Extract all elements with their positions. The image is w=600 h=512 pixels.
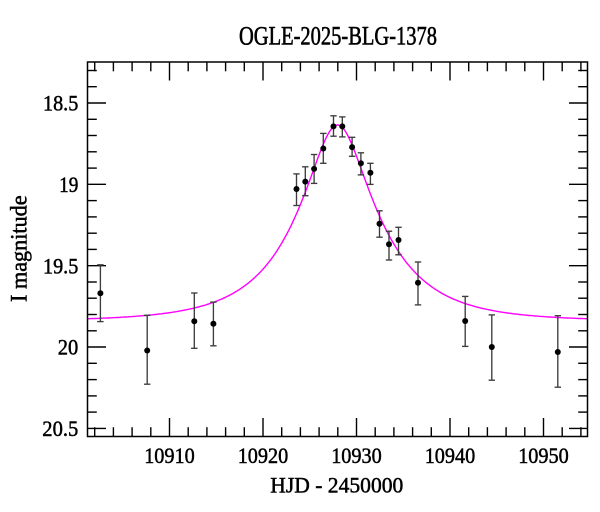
svg-text:19: 19 <box>59 172 78 197</box>
svg-text:10930: 10930 <box>331 443 382 468</box>
svg-text:10950: 10950 <box>518 443 569 468</box>
svg-text:OGLE-2025-BLG-1378: OGLE-2025-BLG-1378 <box>239 21 437 50</box>
svg-text:20: 20 <box>58 335 79 360</box>
svg-text:HJD - 2450000: HJD - 2450000 <box>270 473 403 498</box>
svg-text:10920: 10920 <box>238 443 289 468</box>
svg-text:20.5: 20.5 <box>42 416 78 441</box>
svg-text:I magnitude: I magnitude <box>7 195 32 302</box>
svg-text:10910: 10910 <box>144 443 195 468</box>
svg-text:10940: 10940 <box>425 443 476 468</box>
svg-text:19.5: 19.5 <box>43 253 78 278</box>
svg-text:18.5: 18.5 <box>43 91 78 116</box>
